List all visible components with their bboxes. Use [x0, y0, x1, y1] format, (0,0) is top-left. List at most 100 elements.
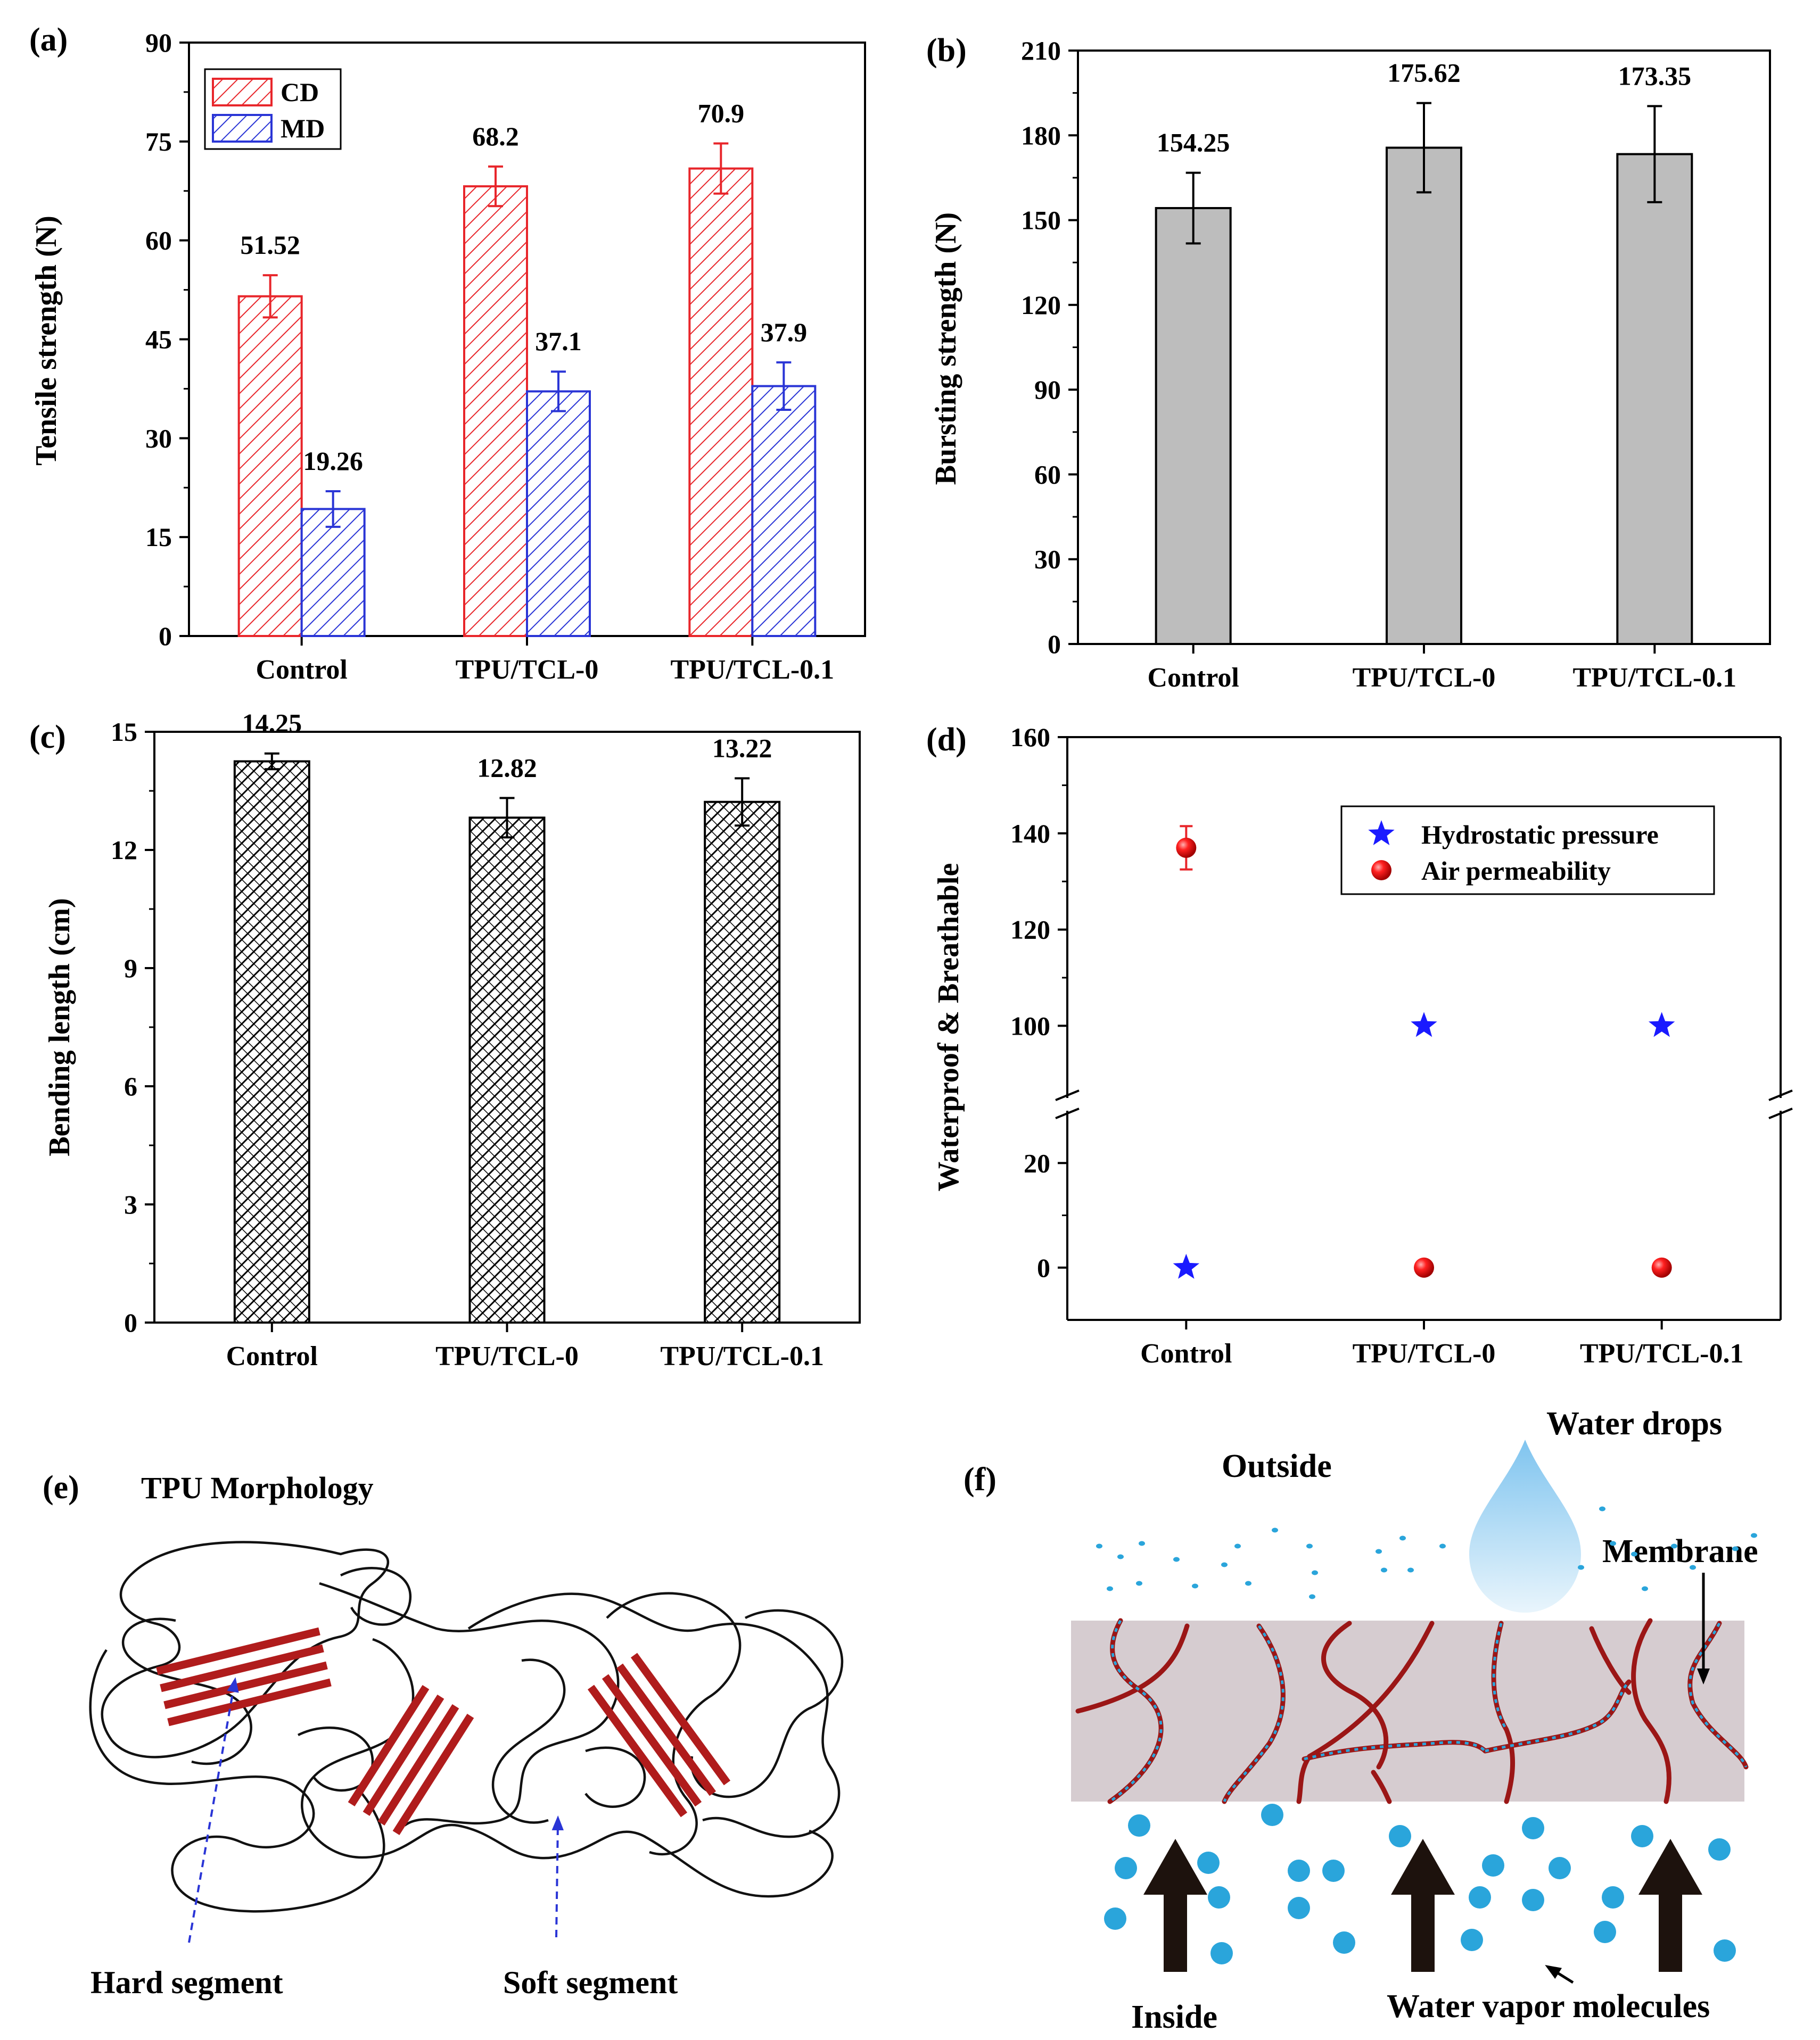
vapor-molecule: [1461, 1929, 1483, 1951]
vapor-molecule: [1522, 1889, 1544, 1911]
vapor-molecule: [1104, 1907, 1126, 1930]
data-label: 154.25: [1157, 128, 1230, 158]
axis-break-mark: [1055, 1108, 1080, 1119]
vapor-molecule: [1469, 1886, 1491, 1909]
bar-md: [526, 390, 591, 637]
y-tick-label: 0: [1037, 1253, 1050, 1283]
x-tick-label: Control: [226, 1341, 318, 1372]
legend-marker-circle: [1371, 860, 1391, 880]
marker-star: [1411, 1012, 1437, 1037]
y-axis-label: Bursting strength (N): [929, 212, 962, 485]
x-tick-label: TPU/TCL-0.1: [670, 655, 834, 685]
axis-break-mark: [1055, 1089, 1080, 1101]
vapor-molecule: [1522, 1817, 1544, 1839]
y-tick-label: 60: [1034, 459, 1061, 489]
y-tick-label: 90: [1034, 375, 1061, 404]
data-label: 37.9: [761, 317, 808, 347]
y-tick-label: 0: [159, 621, 172, 651]
vapor-molecule: [1261, 1804, 1283, 1826]
droplet: [1671, 1543, 1677, 1549]
water-vapor-label: Water vapor molecules: [1387, 1988, 1710, 2025]
hard-segment-2: [348, 1684, 474, 1836]
bar-bursting-strength: [1386, 146, 1462, 645]
bar-cd: [463, 185, 528, 638]
vapor-molecule: [1115, 1857, 1137, 1879]
soft-segment-chains: [89, 1541, 844, 1913]
x-tick-label: TPU/TCL-0: [456, 655, 599, 685]
outside-label: Outside: [1222, 1448, 1332, 1484]
y-axis-label: Waterproof & Breathable: [932, 863, 965, 1192]
legend-label: MD: [281, 113, 325, 143]
water-vapor-molecules: [1104, 1804, 1736, 1964]
soft-segment-pointer: [551, 1815, 564, 1938]
panel-label: (d): [926, 722, 967, 758]
droplet: [1578, 1565, 1584, 1570]
y-tick-label: 210: [1021, 36, 1061, 65]
panel-label: (a): [29, 22, 68, 58]
bar-crosshatch: [234, 761, 309, 1323]
droplet: [1272, 1527, 1278, 1533]
y-tick-label: 12: [111, 835, 137, 865]
droplet: [1751, 1533, 1757, 1538]
legend-label: CD: [281, 77, 319, 107]
vapor-molecule: [1197, 1852, 1220, 1874]
droplet: [1399, 1535, 1406, 1541]
x-tick-label: TPU/TCL-0: [1353, 663, 1496, 693]
chart-2: (c) 0 3 6 9 12 15 Bending length (cm) Control 14.…: [29, 708, 861, 1372]
droplet: [1107, 1586, 1113, 1591]
droplet: [1376, 1549, 1382, 1554]
data-label: 51.52: [240, 230, 300, 260]
chart-1: (b) 0 30 60 90 120 150 180 210 Bursting strength …: [926, 32, 1771, 693]
droplet: [1306, 1543, 1313, 1549]
water-drops-label: Water drops: [1546, 1406, 1722, 1442]
vapor-molecule: [1594, 1921, 1616, 1943]
droplet: [1136, 1581, 1142, 1586]
vapor-molecule: [1549, 1857, 1571, 1879]
y-tick-label: 20: [1024, 1148, 1050, 1178]
vapor-molecule: [1389, 1825, 1411, 1847]
hard-segment-1: [156, 1627, 332, 1727]
x-tick-label: TPU/TCL-0.1: [660, 1341, 824, 1372]
bar-bursting-strength: [1616, 153, 1693, 645]
y-tick-label: 100: [1010, 1011, 1050, 1040]
hard-segment-label: Hard segment: [90, 1965, 283, 2000]
membrane-label: Membrane: [1602, 1533, 1758, 1570]
y-tick-label: 15: [111, 717, 137, 747]
droplet: [1610, 1541, 1616, 1546]
panel-label: (c): [29, 719, 66, 755]
y-tick-label: 150: [1021, 205, 1061, 235]
axis-break-mark: [1768, 1089, 1793, 1101]
y-tick-label: 9: [124, 953, 137, 983]
droplet: [1732, 1546, 1739, 1551]
droplet: [1439, 1543, 1446, 1549]
panel-label: (b): [926, 32, 967, 69]
panel-f-diagram: (f) Outside Water drops Membrane: [963, 1406, 1758, 2035]
inside-label: Inside: [1131, 1999, 1217, 2035]
droplet: [1381, 1567, 1387, 1573]
droplet: [1407, 1567, 1414, 1573]
y-tick-label: 3: [124, 1190, 137, 1219]
vapor-molecule: [1602, 1886, 1624, 1909]
y-tick-label: 0: [124, 1308, 137, 1337]
bar-crosshatch: [470, 817, 545, 1323]
bar-md: [300, 508, 366, 638]
droplet: [1245, 1581, 1251, 1586]
upward-arrows: [1143, 1839, 1702, 1972]
hard-segment-pointer: [188, 1677, 239, 1943]
chart-0: (a) 0 15 30 45 60 75 90 Tensile strength (N) Cont…: [29, 22, 866, 685]
y-tick-label: 6: [124, 1071, 137, 1101]
y-tick-label: 180: [1021, 120, 1061, 150]
legend-swatch: [212, 114, 273, 143]
droplet: [1192, 1583, 1198, 1589]
membrane: [1071, 1621, 1744, 1802]
bar-cd: [237, 295, 303, 637]
droplet: [1096, 1543, 1102, 1549]
chart-3: (d) 0 20 100 120 140 160 Waterproof & Breathabl…: [926, 722, 1793, 1369]
y-tick-label: 160: [1010, 722, 1050, 752]
data-label: 13.22: [712, 733, 772, 763]
marker-star: [1173, 1253, 1200, 1279]
droplet: [1309, 1594, 1315, 1599]
droplet: [1631, 1551, 1637, 1557]
x-tick-label: Control: [256, 655, 347, 685]
droplet: [1312, 1570, 1318, 1575]
